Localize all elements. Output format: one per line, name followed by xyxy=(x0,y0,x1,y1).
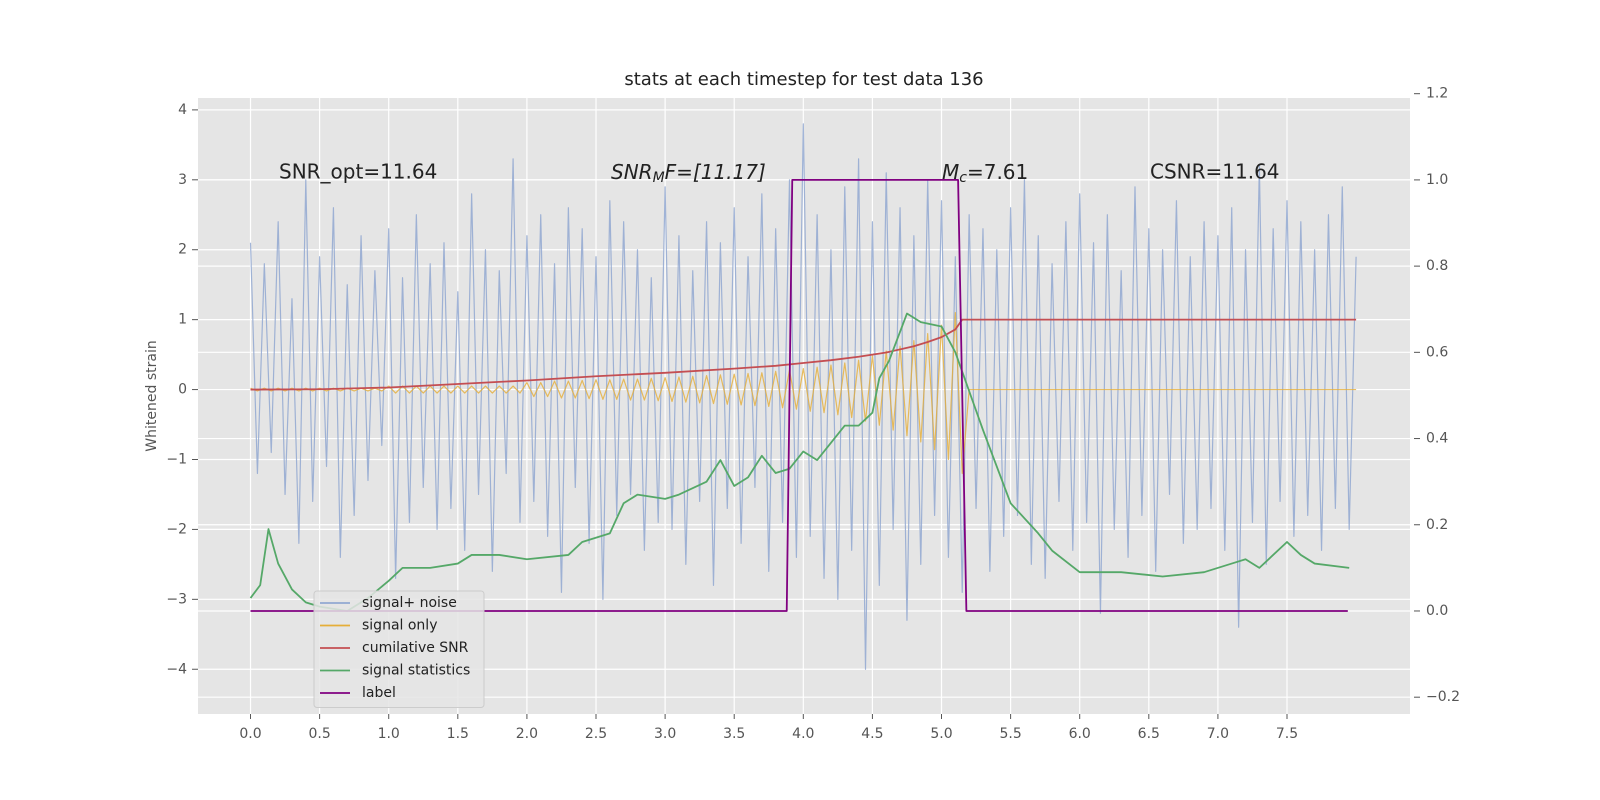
y-tick-label: −2 xyxy=(166,521,187,537)
x-tick-label: 5.5 xyxy=(999,726,1021,742)
y-tick-label: −1 xyxy=(166,451,187,467)
y2-tick-label: 1.2 xyxy=(1426,86,1448,102)
legend-label: label xyxy=(362,685,396,701)
x-tick-label: 1.0 xyxy=(378,726,400,742)
annotation: SNR_opt=11.64 xyxy=(279,160,437,184)
y2-tick-label: 0.4 xyxy=(1426,431,1448,447)
legend-box xyxy=(313,590,485,708)
x-tick-label: 0.5 xyxy=(308,726,330,742)
annotation-rest: F=[11.17] xyxy=(665,160,766,184)
series-line xyxy=(249,312,1350,612)
legend-label: signal statistics xyxy=(362,663,470,679)
x-tick-label: 7.0 xyxy=(1207,726,1229,742)
x-tick-label: 6.0 xyxy=(1069,726,1091,742)
series-line xyxy=(250,312,1357,475)
grid xyxy=(198,93,1410,714)
x-tick-label: 5.0 xyxy=(930,726,952,742)
y-tick-label: 0 xyxy=(178,382,187,398)
x-tick-label: 0.0 xyxy=(239,726,261,742)
x-tick-label: 7.5 xyxy=(1276,726,1298,742)
series-line xyxy=(250,318,1357,391)
x-tick-label: 2.5 xyxy=(585,726,607,742)
y-tick-label: 2 xyxy=(178,242,187,258)
annotation: SNRMF=[11.17] xyxy=(611,160,766,187)
y-tick-label: 1 xyxy=(178,312,187,328)
legend-label: signal+ noise xyxy=(362,595,457,611)
x-tick-label: 3.0 xyxy=(654,726,676,742)
x-tick-label: 6.5 xyxy=(1138,726,1160,742)
y2-tick-label: 0.2 xyxy=(1426,517,1448,533)
legend-label: signal only xyxy=(362,618,437,634)
marks xyxy=(249,123,1357,670)
y2-tick-label: 0.8 xyxy=(1426,258,1448,274)
y-tick-label: 3 xyxy=(178,172,187,188)
legend-label: cumilative SNR xyxy=(362,640,469,656)
annotation-main: M xyxy=(942,160,959,184)
x-tick-label: 1.5 xyxy=(447,726,469,742)
x-tick-label: 2.0 xyxy=(516,726,538,742)
y2-tick-label: 1.0 xyxy=(1426,172,1448,188)
x-tick-label: 3.5 xyxy=(723,726,745,742)
x-tick-label: 4.5 xyxy=(861,726,883,742)
annotation-main: SNR xyxy=(611,160,653,184)
annotation: Mc=7.61 xyxy=(942,160,1028,187)
annotation-sub: M xyxy=(653,170,665,186)
y-tick-label: 4 xyxy=(178,102,187,118)
y-tick-label: −3 xyxy=(166,591,187,607)
y-axis-label: Whitened strain xyxy=(144,340,160,451)
annotation: CSNR=11.64 xyxy=(1150,160,1280,184)
annotation-rest: =7.61 xyxy=(967,160,1028,184)
y2-tick-label: −0.2 xyxy=(1426,689,1460,705)
y2-tick-label: 0.6 xyxy=(1426,344,1448,360)
chart-title: stats at each timestep for test data 136 xyxy=(624,69,983,90)
series-line xyxy=(249,123,1357,670)
y2-tick-label: 0.0 xyxy=(1426,603,1448,619)
x-tick-label: 4.0 xyxy=(792,726,814,742)
annotation-sub: c xyxy=(959,170,967,186)
y-tick-label: −4 xyxy=(166,661,187,677)
series-line xyxy=(250,179,1348,612)
